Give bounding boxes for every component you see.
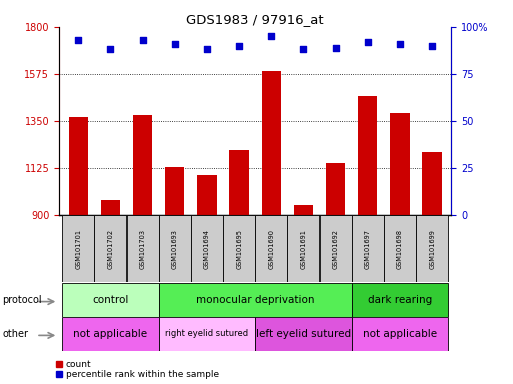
FancyBboxPatch shape bbox=[159, 317, 255, 351]
Text: other: other bbox=[3, 329, 29, 339]
Point bbox=[106, 46, 114, 53]
Point bbox=[364, 39, 372, 45]
Bar bbox=[326, 163, 345, 215]
Title: GDS1983 / 97916_at: GDS1983 / 97916_at bbox=[186, 13, 324, 26]
FancyBboxPatch shape bbox=[191, 215, 223, 282]
Bar bbox=[133, 115, 152, 215]
FancyBboxPatch shape bbox=[416, 215, 448, 282]
Legend: count, percentile rank within the sample: count, percentile rank within the sample bbox=[56, 360, 219, 379]
Bar bbox=[101, 200, 120, 215]
Text: monocular deprivation: monocular deprivation bbox=[196, 295, 314, 305]
FancyBboxPatch shape bbox=[94, 215, 127, 282]
Text: right eyelid sutured: right eyelid sutured bbox=[165, 329, 248, 338]
FancyBboxPatch shape bbox=[255, 215, 287, 282]
Text: GSM101690: GSM101690 bbox=[268, 228, 274, 269]
Bar bbox=[294, 205, 313, 215]
Bar bbox=[390, 113, 409, 215]
Text: GSM101691: GSM101691 bbox=[301, 229, 306, 268]
Point bbox=[74, 37, 83, 43]
Text: control: control bbox=[92, 295, 129, 305]
FancyBboxPatch shape bbox=[223, 215, 255, 282]
FancyBboxPatch shape bbox=[159, 215, 191, 282]
Bar bbox=[69, 117, 88, 215]
FancyBboxPatch shape bbox=[352, 283, 448, 317]
Point bbox=[203, 46, 211, 53]
Text: GSM101701: GSM101701 bbox=[75, 228, 81, 269]
FancyBboxPatch shape bbox=[159, 283, 352, 317]
Point bbox=[331, 45, 340, 51]
Point bbox=[139, 37, 147, 43]
Text: GSM101703: GSM101703 bbox=[140, 228, 146, 269]
FancyBboxPatch shape bbox=[384, 215, 416, 282]
Bar bbox=[358, 96, 378, 215]
Text: GSM101699: GSM101699 bbox=[429, 229, 435, 268]
FancyBboxPatch shape bbox=[62, 317, 159, 351]
FancyBboxPatch shape bbox=[287, 215, 320, 282]
Point bbox=[267, 33, 275, 40]
Text: left eyelid sutured: left eyelid sutured bbox=[256, 329, 351, 339]
Text: GSM101702: GSM101702 bbox=[107, 228, 113, 269]
Point bbox=[396, 41, 404, 47]
Point bbox=[428, 43, 436, 49]
FancyBboxPatch shape bbox=[62, 215, 94, 282]
FancyBboxPatch shape bbox=[255, 317, 352, 351]
FancyBboxPatch shape bbox=[320, 215, 351, 282]
Point bbox=[300, 46, 308, 53]
FancyBboxPatch shape bbox=[62, 283, 159, 317]
Text: GSM101692: GSM101692 bbox=[332, 228, 339, 269]
Bar bbox=[198, 175, 216, 215]
FancyBboxPatch shape bbox=[352, 215, 384, 282]
Text: GSM101698: GSM101698 bbox=[397, 228, 403, 269]
Point bbox=[171, 41, 179, 47]
Text: not applicable: not applicable bbox=[73, 329, 148, 339]
Bar bbox=[262, 71, 281, 215]
Text: GSM101693: GSM101693 bbox=[172, 229, 178, 268]
FancyBboxPatch shape bbox=[352, 317, 448, 351]
Bar bbox=[423, 152, 442, 215]
Text: not applicable: not applicable bbox=[363, 329, 437, 339]
Text: GSM101697: GSM101697 bbox=[365, 228, 371, 269]
Bar bbox=[229, 150, 249, 215]
Text: GSM101694: GSM101694 bbox=[204, 228, 210, 269]
Point bbox=[235, 43, 243, 49]
Bar bbox=[165, 167, 185, 215]
Text: dark rearing: dark rearing bbox=[368, 295, 432, 305]
Text: GSM101695: GSM101695 bbox=[236, 228, 242, 269]
FancyBboxPatch shape bbox=[127, 215, 159, 282]
Text: protocol: protocol bbox=[3, 295, 42, 305]
